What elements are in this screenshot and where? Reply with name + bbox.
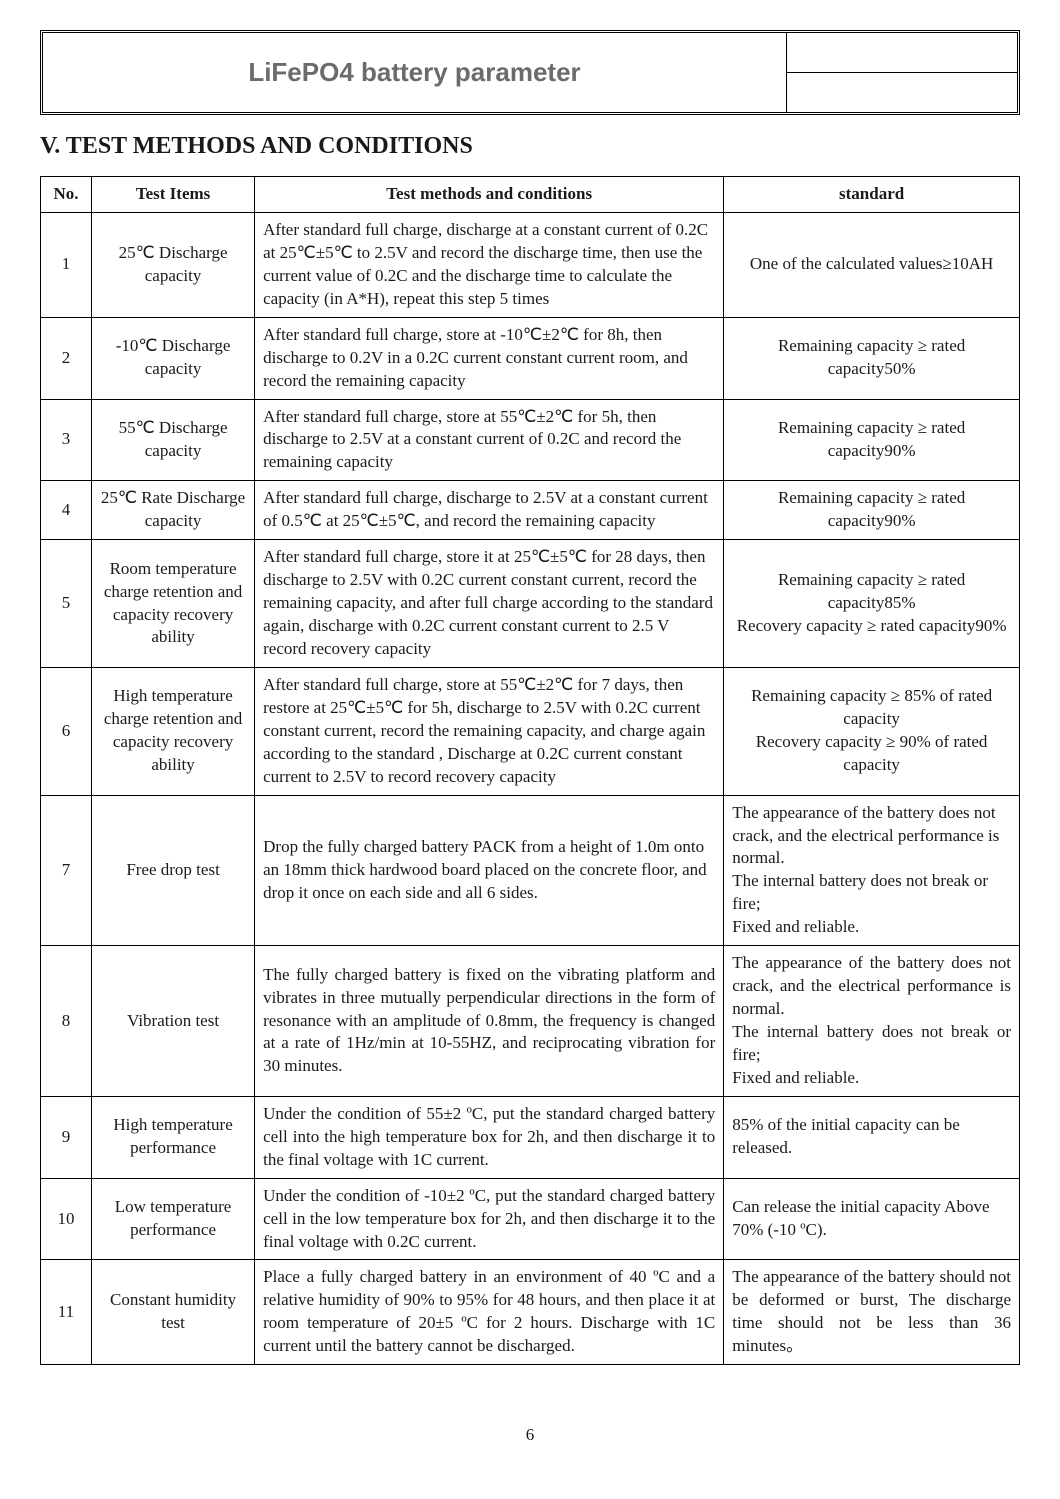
table-header-row: No. Test Items Test methods and conditio… xyxy=(41,177,1020,213)
cell-method: After standard full charge, store at 55℃… xyxy=(255,399,724,481)
page-header-right-top xyxy=(787,33,1017,73)
page-number: 6 xyxy=(40,1425,1020,1445)
cell-method: After standard full charge, discharge at… xyxy=(255,212,724,317)
cell-method: Place a fully charged battery in an envi… xyxy=(255,1260,724,1365)
page-header-left: LiFePO4 battery parameter xyxy=(43,33,787,112)
page-header-right xyxy=(787,33,1017,112)
cell-test-item: Vibration test xyxy=(91,946,254,1097)
test-methods-table: No. Test Items Test methods and conditio… xyxy=(40,176,1020,1365)
cell-method: After standard full charge, discharge to… xyxy=(255,481,724,540)
table-body: 125℃ Discharge capacityAfter standard fu… xyxy=(41,212,1020,1364)
cell-no: 2 xyxy=(41,317,92,399)
table-row: 2-10℃ Discharge capacityAfter standard f… xyxy=(41,317,1020,399)
cell-standard: Remaining capacity ≥ rated capacity90% xyxy=(724,399,1020,481)
cell-standard: Can release the initial capacity Above 7… xyxy=(724,1178,1020,1260)
page-header-right-bottom xyxy=(787,73,1017,112)
cell-test-item: Room temperature charge retention and ca… xyxy=(91,540,254,668)
table-row: 8Vibration testThe fully charged battery… xyxy=(41,946,1020,1097)
cell-standard: Remaining capacity ≥ rated capacity90% xyxy=(724,481,1020,540)
section-heading: V. TEST METHODS AND CONDITIONS xyxy=(40,133,1020,160)
cell-test-item: -10℃ Discharge capacity xyxy=(91,317,254,399)
cell-standard: Remaining capacity ≥ 85% of rated capaci… xyxy=(724,667,1020,795)
cell-standard: 85% of the initial capacity can be relea… xyxy=(724,1096,1020,1178)
cell-standard: The appearance of the battery does not c… xyxy=(724,795,1020,946)
cell-method: After standard full charge, store at -10… xyxy=(255,317,724,399)
col-header-no: No. xyxy=(41,177,92,213)
page-header-title: LiFePO4 battery parameter xyxy=(248,57,580,88)
cell-test-item: High temperature charge retention and ca… xyxy=(91,667,254,795)
cell-standard: Remaining capacity ≥ rated capacity85%Re… xyxy=(724,540,1020,668)
page-header-frame: LiFePO4 battery parameter xyxy=(40,30,1020,115)
cell-test-item: Constant humidity test xyxy=(91,1260,254,1365)
cell-no: 3 xyxy=(41,399,92,481)
cell-no: 9 xyxy=(41,1096,92,1178)
cell-test-item: 25℃ Rate Discharge capacity xyxy=(91,481,254,540)
cell-standard: Remaining capacity ≥ rated capacity50% xyxy=(724,317,1020,399)
cell-no: 11 xyxy=(41,1260,92,1365)
cell-method: After standard full charge, store at 55℃… xyxy=(255,667,724,795)
cell-test-item: Low temperature performance xyxy=(91,1178,254,1260)
cell-no: 7 xyxy=(41,795,92,946)
cell-no: 4 xyxy=(41,481,92,540)
cell-no: 6 xyxy=(41,667,92,795)
table-row: 355℃ Discharge capacityAfter standard fu… xyxy=(41,399,1020,481)
cell-no: 10 xyxy=(41,1178,92,1260)
table-row: 7Free drop testDrop the fully charged ba… xyxy=(41,795,1020,946)
col-header-method: Test methods and conditions xyxy=(255,177,724,213)
cell-method: Under the condition of 55±2 ºC, put the … xyxy=(255,1096,724,1178)
cell-no: 5 xyxy=(41,540,92,668)
cell-method: Drop the fully charged battery PACK from… xyxy=(255,795,724,946)
cell-test-item: 25℃ Discharge capacity xyxy=(91,212,254,317)
cell-no: 1 xyxy=(41,212,92,317)
table-row: 5Room temperature charge retention and c… xyxy=(41,540,1020,668)
table-row: 6High temperature charge retention and c… xyxy=(41,667,1020,795)
cell-standard: One of the calculated values≥10AH xyxy=(724,212,1020,317)
cell-test-item: Free drop test xyxy=(91,795,254,946)
cell-standard: The appearance of the battery should not… xyxy=(724,1260,1020,1365)
cell-standard: The appearance of the battery does not c… xyxy=(724,946,1020,1097)
table-row: 11Constant humidity testPlace a fully ch… xyxy=(41,1260,1020,1365)
col-header-item: Test Items xyxy=(91,177,254,213)
cell-test-item: High temperature performance xyxy=(91,1096,254,1178)
col-header-standard: standard xyxy=(724,177,1020,213)
cell-method: Under the condition of -10±2 ºC, put the… xyxy=(255,1178,724,1260)
table-row: 125℃ Discharge capacityAfter standard fu… xyxy=(41,212,1020,317)
cell-method: After standard full charge, store it at … xyxy=(255,540,724,668)
table-row: 425℃ Rate Discharge capacityAfter standa… xyxy=(41,481,1020,540)
table-row: 10Low temperature performanceUnder the c… xyxy=(41,1178,1020,1260)
cell-method: The fully charged battery is fixed on th… xyxy=(255,946,724,1097)
cell-no: 8 xyxy=(41,946,92,1097)
cell-test-item: 55℃ Discharge capacity xyxy=(91,399,254,481)
table-row: 9High temperature performanceUnder the c… xyxy=(41,1096,1020,1178)
